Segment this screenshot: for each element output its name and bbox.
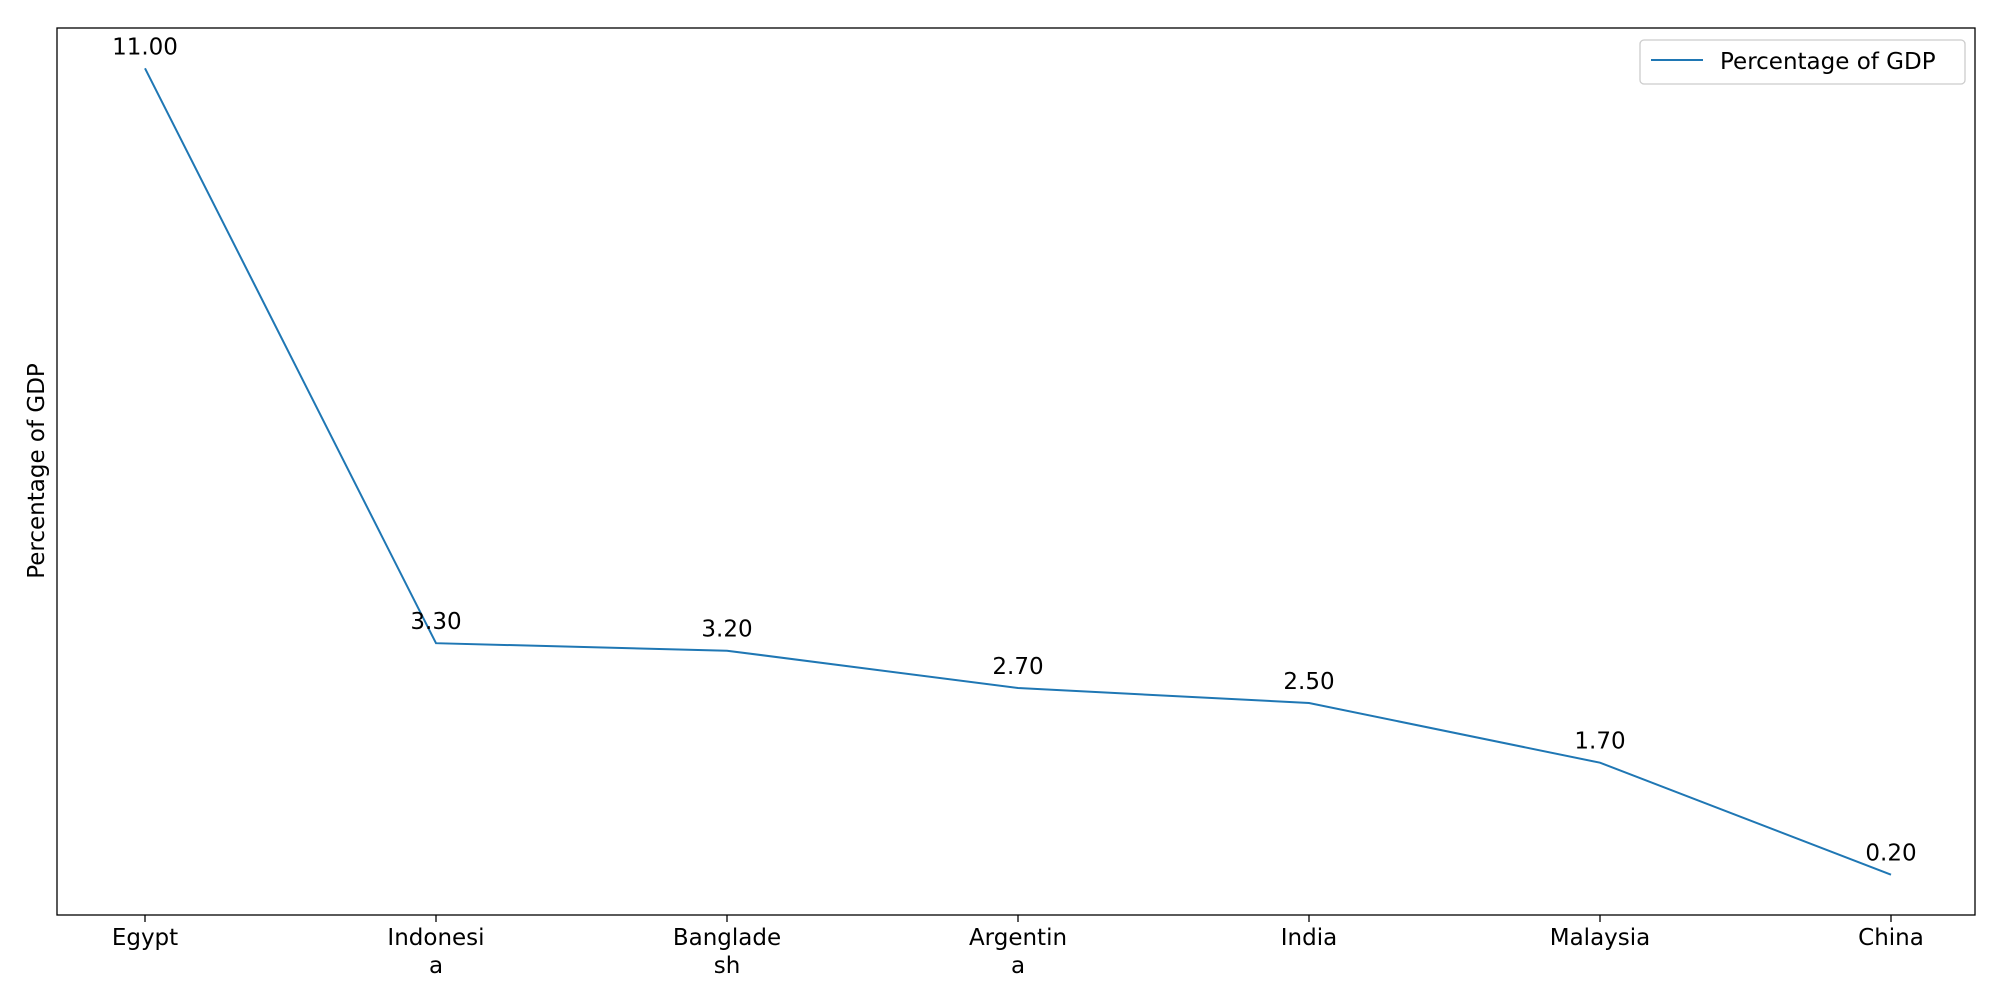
x-tick-label: Malaysia — [1550, 925, 1651, 951]
legend: Percentage of GDP — [1639, 39, 1966, 85]
data-label: 3.30 — [410, 609, 461, 635]
x-tick-label: Egypt — [112, 925, 178, 951]
legend-box — [1639, 39, 1966, 85]
x-axis-ticks: Egypt Indonesi a Banglade sh Argentin a India Ma… — [112, 915, 1924, 979]
data-label: 2.70 — [992, 654, 1043, 680]
data-label: 1.70 — [1574, 729, 1625, 755]
x-tick-label: China — [1858, 925, 1924, 951]
legend-entry-label: Percentage of GDP — [1720, 49, 1936, 75]
y-axis-label: Percentage of GDP — [24, 363, 50, 579]
x-tick-label: Argentin a — [969, 925, 1067, 979]
data-labels: 11.00 3.30 3.20 2.70 2.50 1.70 0.20 — [112, 34, 1917, 866]
x-tick-label: Indonesi a — [387, 925, 484, 979]
data-label: 2.50 — [1283, 669, 1334, 695]
x-tick-label: Banglade sh — [673, 925, 781, 979]
data-label: 0.20 — [1865, 841, 1916, 867]
series-layer — [144, 67, 1892, 876]
series-line — [144, 67, 1892, 876]
x-tick-label: India — [1281, 925, 1337, 951]
plot-area — [56, 27, 1976, 916]
data-label: 3.20 — [701, 617, 752, 643]
data-label: 11.00 — [112, 34, 178, 60]
